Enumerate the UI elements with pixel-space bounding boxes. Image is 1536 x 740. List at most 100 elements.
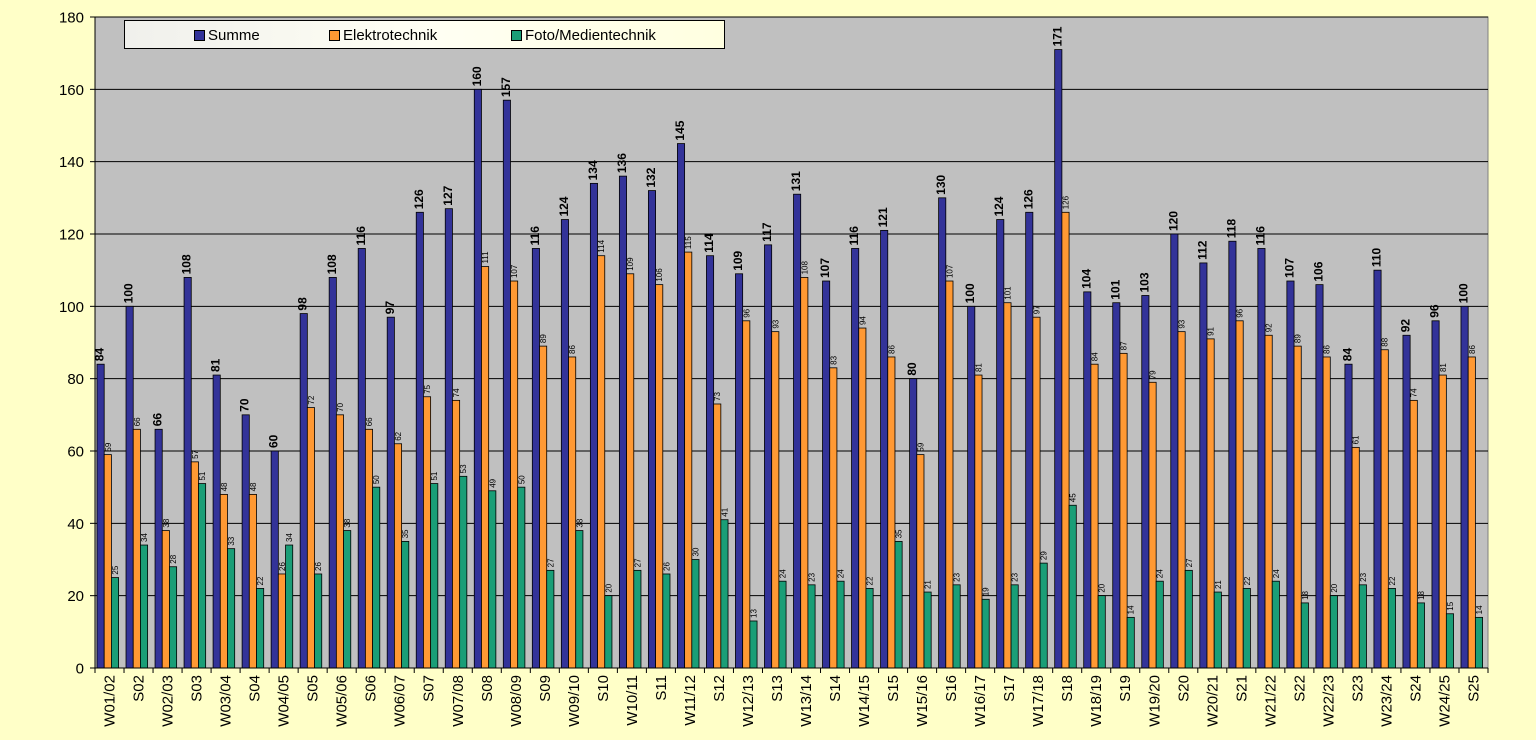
- data-label: 107: [510, 264, 519, 278]
- bar-elektrotechnik: [829, 367, 838, 669]
- bar-summe: [415, 211, 424, 669]
- data-label: 72: [307, 395, 316, 404]
- legend-item-foto-medientechnik: Foto/Medientechnik: [511, 26, 656, 44]
- data-label: 89: [539, 334, 548, 343]
- bar-summe: [1025, 211, 1034, 669]
- bar-elektrotechnik: [1438, 374, 1447, 669]
- bar-elektrotechnik: [1206, 338, 1215, 669]
- data-label: 24: [1156, 569, 1165, 578]
- x-tick-label: S07: [421, 675, 438, 702]
- data-labels: 84 100 66 108 81 70 60 98 108 116 97 126 127 160 157 11…: [93, 26, 1484, 618]
- bar-elektrotechnik: [1032, 316, 1041, 669]
- bar-foto-medientechnik: [720, 519, 729, 669]
- bar-summe: [880, 229, 889, 669]
- x-tick-label: W08/09: [508, 675, 525, 727]
- x-tick-label: S16: [943, 675, 960, 702]
- bar-elektrotechnik: [1177, 331, 1186, 669]
- data-label: 66: [151, 413, 165, 427]
- data-label: 33: [227, 536, 236, 545]
- bar-elektrotechnik: [1409, 399, 1418, 669]
- bar-foto-medientechnik: [1271, 580, 1280, 669]
- data-label: 107: [1282, 258, 1296, 278]
- x-tick-label: W18/19: [1088, 675, 1105, 727]
- data-label: 111: [481, 251, 490, 264]
- bar-elektrotechnik: [423, 396, 432, 669]
- data-label: 49: [488, 478, 497, 487]
- bar-summe: [1315, 284, 1324, 669]
- bar-summe: [1460, 305, 1469, 669]
- data-label: 84: [1091, 352, 1100, 361]
- bar-summe: [183, 276, 192, 669]
- data-label: 89: [1294, 334, 1303, 343]
- bar-summe: [735, 273, 744, 669]
- bar-elektrotechnik: [510, 280, 519, 669]
- data-label: 14: [1127, 605, 1136, 614]
- bar-elektrotechnik: [1322, 356, 1331, 669]
- bar-summe: [386, 316, 395, 669]
- bar-summe: [1228, 240, 1237, 669]
- y-tick-label: 80: [67, 371, 84, 388]
- x-tick-label: S19: [1117, 675, 1134, 702]
- legend-label-summe: Summe: [208, 26, 260, 44]
- data-label: 70: [336, 402, 345, 411]
- x-tick-label: S11: [653, 675, 670, 701]
- bar-foto-medientechnik: [1445, 613, 1454, 669]
- data-label: 27: [1185, 558, 1194, 567]
- bar-elektrotechnik: [597, 255, 606, 669]
- bar-summe: [909, 378, 918, 669]
- data-label: 97: [383, 301, 397, 315]
- x-tick-label: W09/10: [566, 675, 583, 727]
- x-tick-label: S04: [247, 675, 264, 702]
- data-label: 110: [1370, 247, 1384, 267]
- bar-summe: [822, 280, 831, 669]
- bar-summe: [154, 428, 163, 669]
- bar-summe: [677, 143, 686, 669]
- bar-elektrotechnik: [655, 284, 664, 669]
- data-label: 83: [829, 355, 838, 364]
- bar-foto-medientechnik: [1126, 616, 1135, 669]
- data-label: 134: [586, 160, 600, 180]
- bar-foto-medientechnik: [372, 486, 381, 669]
- bar-summe: [1170, 233, 1179, 669]
- x-tick-label: W03/04: [218, 675, 235, 727]
- bar-elektrotechnik: [306, 407, 315, 669]
- bar-elektrotechnik: [684, 251, 693, 669]
- data-label: 106: [655, 268, 664, 282]
- data-label: 100: [1457, 283, 1471, 303]
- data-label: 66: [365, 417, 374, 426]
- legend-item-elektrotechnik: Elektrotechnik: [329, 26, 437, 44]
- legend-item-summe: Summe: [194, 26, 260, 44]
- data-label: 73: [713, 392, 722, 401]
- bar-summe: [444, 208, 453, 669]
- bar-foto-medientechnik: [430, 483, 439, 669]
- data-label: 18: [1301, 590, 1310, 599]
- bar-elektrotechnik: [452, 399, 461, 669]
- data-label: 50: [517, 475, 526, 484]
- data-label: 107: [818, 258, 832, 278]
- bar-elektrotechnik: [974, 374, 983, 669]
- bar-foto-medientechnik: [1416, 602, 1425, 669]
- x-tick-label: W24/25: [1436, 675, 1453, 727]
- data-label: 92: [1265, 323, 1274, 332]
- x-tick-label: S08: [479, 675, 496, 702]
- data-label: 38: [343, 518, 352, 527]
- y-tick-label: 20: [67, 588, 84, 605]
- data-label: 23: [953, 572, 962, 581]
- data-label: 115: [684, 236, 693, 249]
- bar-elektrotechnik: [1351, 446, 1360, 669]
- data-label: 130: [934, 174, 948, 194]
- data-label: 24: [837, 569, 846, 578]
- bar-foto-medientechnik: [546, 569, 555, 669]
- bar-elektrotechnik: [132, 428, 141, 669]
- bar-summe: [473, 88, 482, 669]
- data-label: 21: [924, 580, 933, 589]
- plot-area: [94, 16, 1489, 669]
- data-label: 35: [895, 529, 904, 538]
- data-label: 93: [1178, 319, 1187, 328]
- bar-summe: [241, 414, 250, 669]
- data-label: 48: [220, 482, 229, 491]
- data-label: 131: [789, 171, 803, 191]
- data-label: 22: [866, 576, 875, 585]
- data-label: 66: [133, 417, 142, 426]
- axes: 0 20 40 60 80 100 120 140 160 180 W01/02 S02 W02/03 S…: [59, 10, 1489, 727]
